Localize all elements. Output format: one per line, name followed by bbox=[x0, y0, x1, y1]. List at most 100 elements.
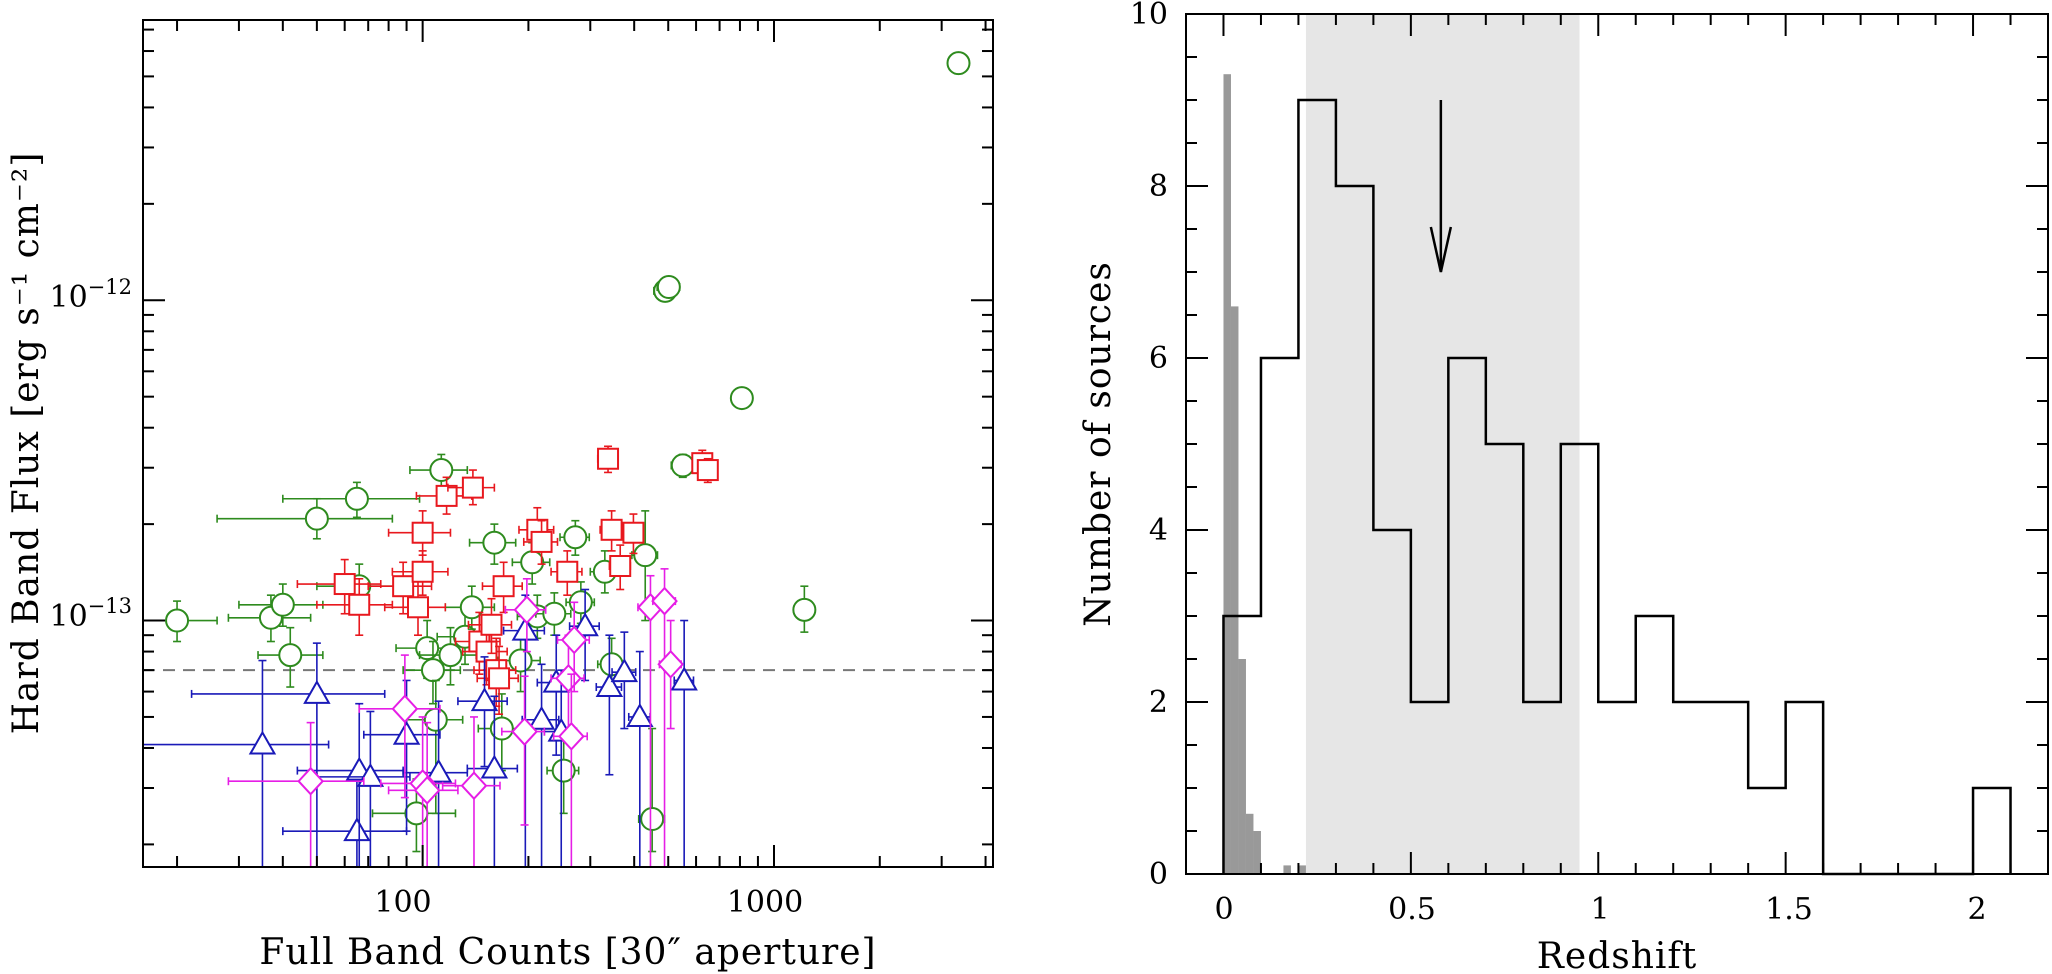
square-marker bbox=[488, 667, 511, 690]
square-marker bbox=[556, 560, 579, 583]
triangle-marker bbox=[303, 679, 331, 704]
square-marker bbox=[597, 447, 620, 470]
square-marker bbox=[609, 555, 632, 578]
triangle-marker bbox=[248, 730, 277, 755]
circle-marker bbox=[542, 601, 567, 626]
squares-point-3 bbox=[383, 580, 447, 636]
diamond-marker bbox=[511, 717, 538, 747]
scatter-points bbox=[142, 51, 971, 868]
circle-marker bbox=[429, 458, 454, 483]
triangle-marker bbox=[480, 754, 509, 779]
circles-point-11 bbox=[409, 453, 469, 489]
circle-marker bbox=[420, 658, 445, 683]
diamonds-point-4 bbox=[441, 716, 501, 868]
square-marker bbox=[696, 459, 719, 482]
triangle-marker bbox=[571, 612, 599, 637]
squares-point-4 bbox=[387, 510, 452, 556]
diamonds-point-8 bbox=[552, 673, 589, 868]
circle-marker bbox=[633, 543, 658, 568]
square-marker bbox=[475, 640, 498, 663]
circle-marker bbox=[482, 530, 507, 555]
squares-point-2 bbox=[367, 561, 433, 615]
square-marker bbox=[622, 521, 645, 544]
triangles-point-7 bbox=[457, 656, 508, 768]
squares-point-19 bbox=[608, 544, 632, 591]
square-marker bbox=[480, 613, 503, 636]
circle-marker bbox=[278, 643, 303, 668]
right-x-tick-label-2: 2 bbox=[1967, 892, 1986, 927]
triangle-marker bbox=[392, 720, 421, 745]
triangle-marker bbox=[670, 666, 698, 691]
left-y-tick-label-1e-13: 10−13 bbox=[49, 594, 132, 634]
left-plot-frame bbox=[142, 19, 994, 868]
circle-marker bbox=[656, 275, 681, 300]
left-y-axis-label: Hard Band Flux [erg s⁻¹ cm⁻²] bbox=[6, 152, 47, 735]
triangle-marker bbox=[610, 658, 639, 683]
circles-point-22 bbox=[559, 519, 591, 556]
right-axis-ticks bbox=[1186, 13, 2049, 875]
left-x-axis-label: Full Band Counts [30″ aperture] bbox=[259, 932, 876, 973]
squares-point-7 bbox=[447, 469, 496, 506]
right-x-tick-label-1.5: 1.5 bbox=[1765, 892, 1813, 927]
square-marker bbox=[411, 521, 434, 544]
right-x-tick-label-0.5: 0.5 bbox=[1388, 892, 1436, 927]
circle-marker bbox=[404, 801, 429, 826]
diamond-marker bbox=[513, 595, 541, 625]
triangles-point-0 bbox=[142, 659, 330, 868]
diamond-marker bbox=[297, 766, 325, 796]
circle-marker bbox=[344, 486, 369, 511]
diamond-marker bbox=[460, 771, 488, 801]
right-y-tick-label-0: 0 bbox=[1149, 857, 1168, 892]
circle-marker bbox=[165, 608, 190, 633]
circle-marker bbox=[563, 525, 588, 550]
squares-point-18 bbox=[599, 510, 624, 552]
circles-point-30 bbox=[670, 453, 695, 479]
circle-marker bbox=[729, 386, 754, 411]
circles-point-15 bbox=[468, 523, 517, 565]
shaded-redshift-range bbox=[1305, 14, 1580, 874]
filled-bar bbox=[1245, 813, 1254, 874]
filled-bar bbox=[1223, 74, 1231, 874]
filled-bar bbox=[1253, 831, 1261, 874]
triangles-point-1 bbox=[190, 642, 386, 868]
circle-marker bbox=[423, 707, 448, 732]
circle-marker bbox=[438, 643, 463, 668]
circles-point-31 bbox=[729, 386, 754, 411]
squares-point-12 bbox=[476, 645, 519, 715]
triangles-series bbox=[142, 588, 698, 868]
triangles-point-8 bbox=[466, 695, 519, 868]
right-y-tick-label-6: 6 bbox=[1149, 341, 1168, 376]
circles-point-4 bbox=[216, 497, 394, 540]
diamond-marker bbox=[413, 775, 441, 805]
square-marker bbox=[348, 593, 371, 616]
median-arrow-head bbox=[1429, 226, 1453, 273]
square-marker bbox=[435, 484, 458, 507]
diamonds-point-3 bbox=[387, 721, 459, 868]
triangle-marker bbox=[527, 705, 556, 730]
squares-point-15 bbox=[522, 519, 559, 565]
diamond-marker bbox=[651, 586, 678, 616]
left-x-tick-label-100: 100 bbox=[374, 885, 431, 920]
circles-point-18 bbox=[511, 541, 551, 585]
left-y-tick-1e-12-exp: −12 bbox=[88, 275, 132, 299]
squares-point-10 bbox=[467, 597, 513, 655]
left-y-tick-1e-13-exp: −13 bbox=[88, 594, 132, 618]
square-marker bbox=[530, 530, 553, 553]
circles-point-2 bbox=[238, 583, 324, 628]
triangles-point-17 bbox=[670, 619, 698, 868]
triangles-point-14 bbox=[595, 634, 624, 776]
circle-marker bbox=[946, 51, 971, 76]
circle-marker bbox=[640, 807, 665, 832]
left-y-tick-1e-12-base: 10 bbox=[49, 280, 87, 315]
right-x-tick-label-1: 1 bbox=[1590, 892, 1609, 927]
triangle-marker bbox=[511, 616, 540, 641]
squares-point-22 bbox=[696, 457, 719, 484]
triangles-point-10 bbox=[521, 663, 560, 868]
square-marker bbox=[406, 596, 429, 619]
redshift-histogram-panel: 0 0.5 1 1.5 2 0 2 4 6 8 10 Redshift Numb… bbox=[1078, 0, 2049, 974]
filled-bar bbox=[1230, 306, 1239, 874]
filled-bar bbox=[1283, 865, 1291, 874]
circle-marker bbox=[551, 758, 576, 783]
right-y-tick-label-2: 2 bbox=[1149, 685, 1168, 720]
circle-marker bbox=[508, 648, 533, 673]
